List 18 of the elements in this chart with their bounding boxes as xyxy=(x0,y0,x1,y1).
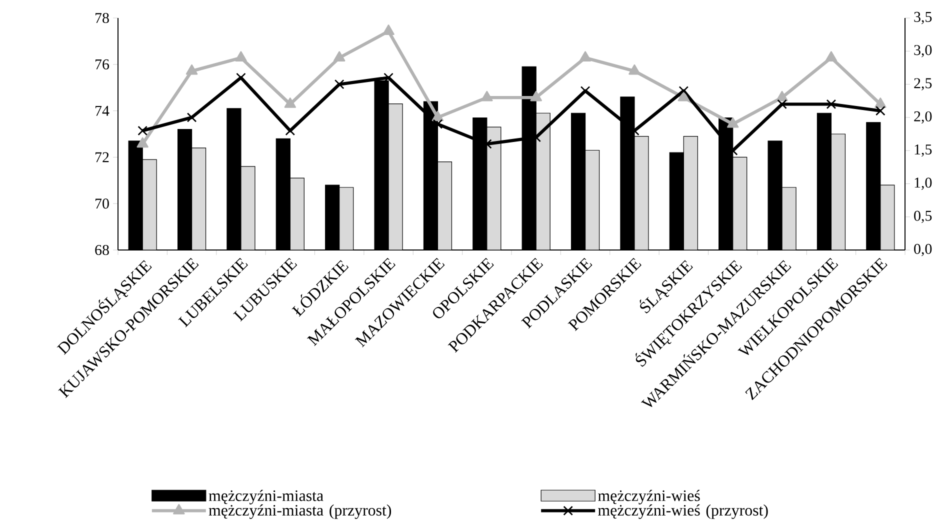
y2-tick-label: 1,0 xyxy=(914,178,932,190)
y-tick-label: 70 xyxy=(96,198,109,209)
y2-tick-label: 2,5 xyxy=(914,78,932,90)
y2-tick-label: 1,5 xyxy=(914,144,932,157)
y2-tick-label: 0,5 xyxy=(914,210,932,223)
y2-tick-label: 3,5 xyxy=(914,12,932,24)
legend-label: mężczyźni-miasta xyxy=(208,490,324,504)
y-tick-label: 76 xyxy=(96,59,110,70)
y-tick-label: 68 xyxy=(95,244,109,256)
y-tick-label: 74 xyxy=(96,106,110,116)
y-tick-label: 72 xyxy=(96,152,109,162)
y-tick-label: 78 xyxy=(96,12,109,24)
legend-label: mężczyźni-miasta (przyrost) xyxy=(208,504,392,519)
y2-tick-label: 3,0 xyxy=(914,45,932,58)
legend-label: mężczyźni-wieś xyxy=(598,490,700,504)
legend-label: mężczyźni-wieś (przyrost) xyxy=(598,504,768,519)
y2-tick-label: 0,0 xyxy=(914,244,932,256)
y2-tick-label: 2,0 xyxy=(914,111,932,124)
